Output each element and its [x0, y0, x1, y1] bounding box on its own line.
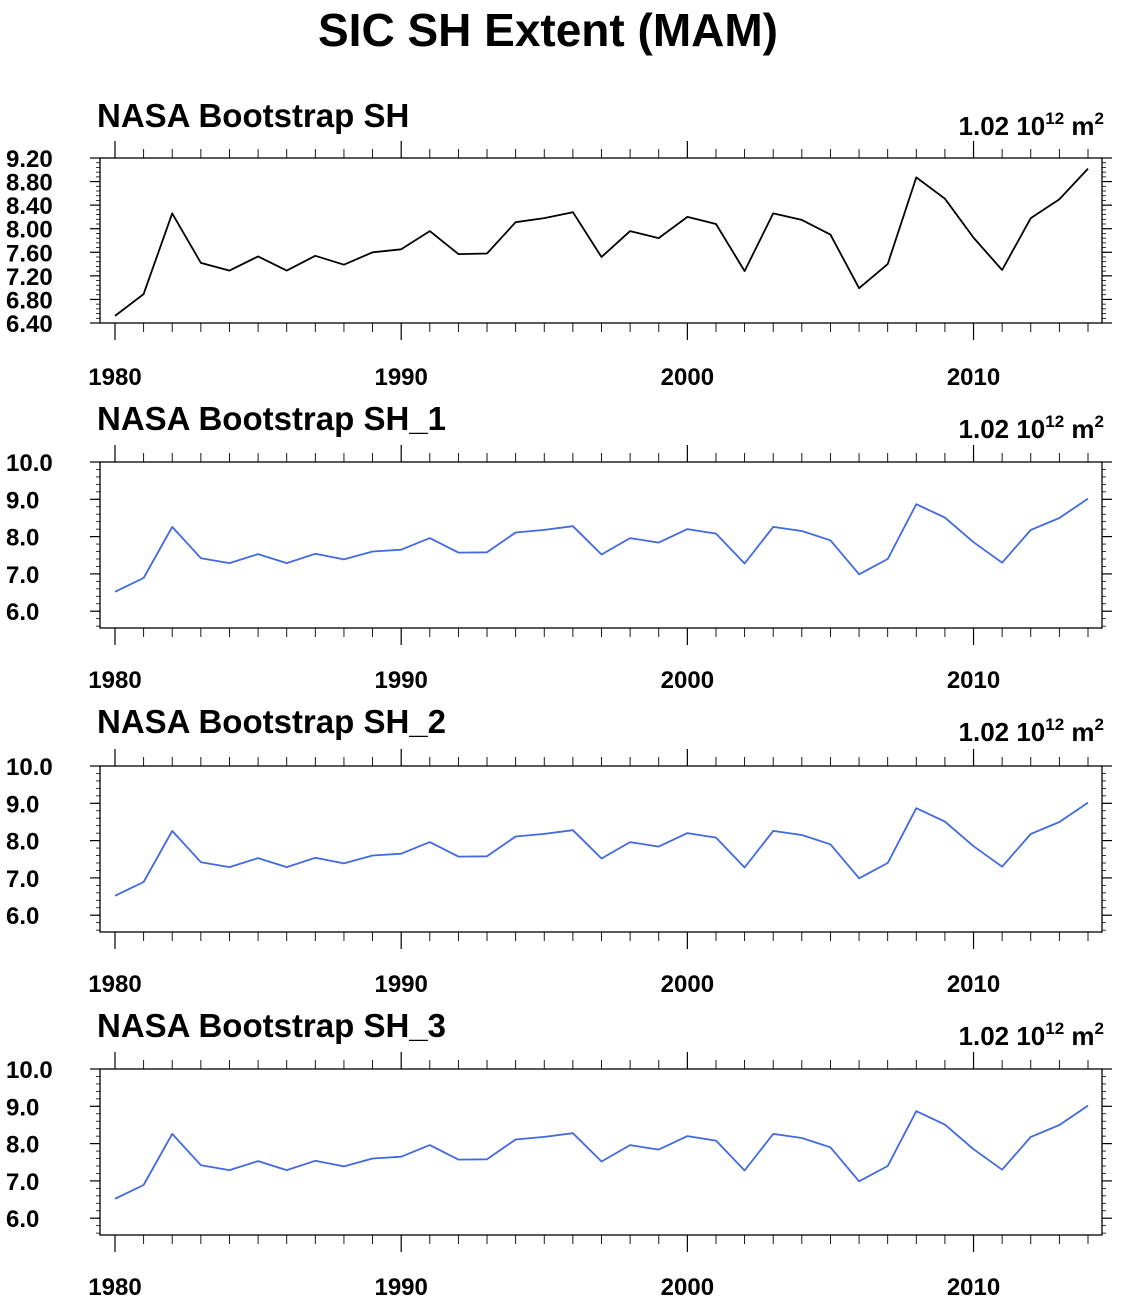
- x-tick-label: 2010: [947, 971, 1000, 998]
- chart-panel-2: NASA Bootstrap SH_1 1.02 1012 m2 6.0 7.0 8.0…: [6, 400, 1112, 694]
- units-label: 1.02 1012 m2: [959, 1019, 1104, 1051]
- y-tick-label: 9.0: [6, 1094, 39, 1121]
- y-tick-label: 8.00: [6, 217, 53, 244]
- x-tick-label: 2010: [947, 667, 1000, 694]
- y-tick-label: 8.0: [6, 525, 39, 552]
- y-tick-label: 8.0: [6, 1132, 39, 1159]
- y-tick-label: 10.0: [6, 754, 53, 781]
- units-label: 1.02 1012 m2: [959, 109, 1104, 141]
- x-tick-label: 1990: [374, 971, 427, 998]
- y-tick-label: 6.80: [6, 287, 53, 314]
- x-tick-label: 1990: [374, 1274, 427, 1301]
- x-tick-label: 2000: [661, 1274, 714, 1301]
- chart-panel-4: NASA Bootstrap SH_3 1.02 1012 m2 6.0 7.0 8.0…: [6, 1007, 1112, 1301]
- y-tick-label: 9.0: [6, 791, 39, 818]
- y-tick-label: 10.0: [6, 450, 53, 477]
- panel-title: NASA Bootstrap SH_3: [97, 1007, 446, 1044]
- y-tick-label: 7.60: [6, 240, 53, 267]
- y-tick-label: 8.0: [6, 829, 39, 856]
- figure-title: SIC SH Extent (MAM): [318, 4, 778, 56]
- y-tick-label: 7.0: [6, 1169, 39, 1196]
- y-tick-label: 9.20: [6, 146, 53, 173]
- plot-frame: [99, 765, 1103, 933]
- series-line: [114, 167, 1089, 317]
- y-tick-label: 10.0: [6, 1057, 53, 1084]
- y-tick-label: 6.0: [6, 599, 39, 626]
- y-tick-label: 7.0: [6, 562, 39, 589]
- series-line: [114, 497, 1089, 593]
- y-tick-label: 6.40: [6, 311, 53, 338]
- y-tick-label: 8.80: [6, 170, 53, 197]
- panel-title: NASA Bootstrap SH_2: [97, 703, 446, 740]
- plot-frame: [99, 1068, 1103, 1236]
- y-tick-label: 6.0: [6, 1206, 39, 1233]
- chart-panel-3: NASA Bootstrap SH_2 1.02 1012 m2 6.0 7.0 8.0…: [6, 703, 1112, 998]
- x-tick-label: 1980: [88, 971, 141, 998]
- x-tick-label: 1990: [374, 364, 427, 391]
- x-tick-label: 2010: [947, 364, 1000, 391]
- plot-frame: [99, 461, 1103, 629]
- chart-panel-1: NASA Bootstrap SH 1.02 1012 m2 6.406.807.2…: [6, 97, 1112, 391]
- x-tick-label: 2000: [661, 364, 714, 391]
- x-tick-label: 1980: [88, 364, 141, 391]
- x-tick-label: 1990: [374, 667, 427, 694]
- x-tick-label: 1980: [88, 1274, 141, 1301]
- series-line: [114, 1104, 1089, 1200]
- y-tick-label: 7.0: [6, 866, 39, 893]
- panel-title: NASA Bootstrap SH_1: [97, 400, 446, 437]
- x-tick-label: 2000: [661, 971, 714, 998]
- units-label: 1.02 1012 m2: [959, 412, 1104, 444]
- plot-frame: [99, 157, 1103, 324]
- units-label: 1.02 1012 m2: [959, 715, 1104, 747]
- y-tick-label: 9.0: [6, 487, 39, 514]
- x-tick-label: 2010: [947, 1274, 1000, 1301]
- y-tick-label: 6.0: [6, 903, 39, 930]
- series-line: [114, 801, 1089, 897]
- panel-title: NASA Bootstrap SH: [97, 97, 409, 134]
- y-tick-label: 7.20: [6, 264, 53, 291]
- x-tick-label: 1980: [88, 667, 141, 694]
- x-tick-label: 2000: [661, 667, 714, 694]
- y-tick-label: 8.40: [6, 193, 53, 220]
